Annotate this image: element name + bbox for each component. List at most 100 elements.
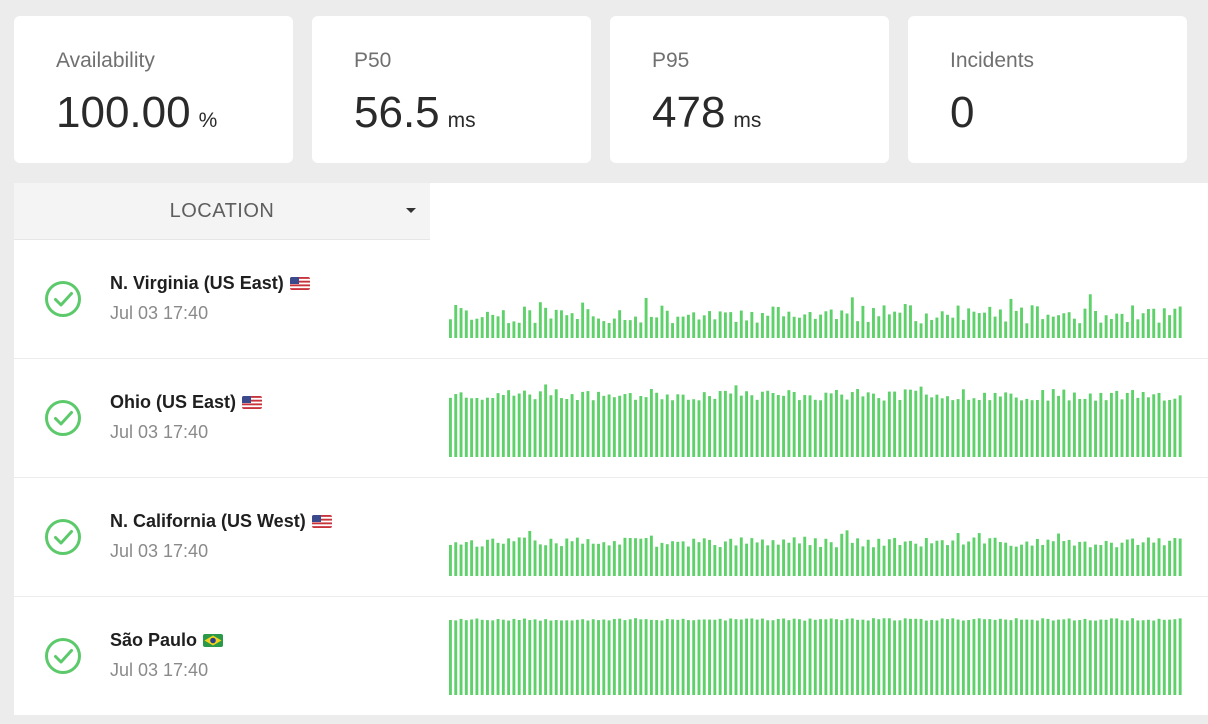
response-bar: [713, 545, 717, 576]
response-bar: [946, 396, 949, 457]
response-bar: [940, 398, 944, 457]
response-bar: [813, 399, 817, 457]
response-bar: [903, 389, 907, 457]
response-bar: [1078, 323, 1082, 338]
response-bar: [845, 313, 849, 338]
response-bar: [1083, 618, 1087, 695]
response-bar: [983, 392, 986, 457]
response-bar: [1131, 390, 1135, 457]
response-bar: [760, 539, 764, 576]
response-bar: [993, 392, 997, 457]
response-bar: [1025, 398, 1029, 457]
response-bar: [644, 619, 648, 695]
response-bar: [713, 398, 717, 457]
response-bar: [454, 620, 458, 695]
response-bar: [797, 543, 801, 576]
response-bar: [1041, 544, 1045, 576]
response-bar: [1109, 618, 1113, 695]
response-bar: [528, 620, 532, 695]
response-bar: [597, 620, 600, 695]
response-bar: [634, 618, 637, 695]
response-bar: [835, 619, 838, 695]
location-row[interactable]: N. Virginia (US East) Jul 03 17:40: [14, 240, 1208, 359]
response-bar: [776, 394, 780, 457]
response-bar: [940, 311, 944, 338]
response-bar: [924, 313, 928, 338]
response-bar: [893, 311, 897, 338]
response-bar: [766, 545, 770, 576]
response-bar: [612, 318, 616, 338]
response-bar: [924, 394, 928, 457]
response-bar: [570, 313, 574, 338]
response-bar: [517, 322, 521, 338]
response-bar: [1109, 542, 1113, 576]
response-bar: [782, 316, 786, 338]
response-bar: [660, 620, 664, 695]
response-bar: [517, 619, 521, 695]
response-bar: [840, 620, 844, 695]
response-bar: [618, 544, 622, 576]
stat-label: P95: [652, 49, 690, 72]
response-bar: [1035, 538, 1039, 576]
response-bar: [692, 312, 696, 338]
response-bar: [803, 395, 807, 457]
location-row[interactable]: São Paulo Jul 03 17:40: [14, 597, 1208, 715]
response-bar: [486, 539, 489, 576]
response-bar: [655, 317, 659, 338]
response-time-bars: [449, 294, 1182, 338]
location-row[interactable]: N. California (US West) Jul 03 17:40: [14, 478, 1208, 597]
response-bar: [1030, 305, 1034, 338]
response-bar: [718, 547, 722, 576]
stat-label: Incidents: [950, 49, 1035, 72]
response-bar: [501, 543, 505, 576]
response-bar: [956, 305, 960, 338]
response-bar: [967, 541, 971, 576]
response-bar: [803, 536, 807, 576]
response-bar: [486, 397, 489, 457]
response-bar: [1178, 306, 1182, 338]
response-bar: [628, 619, 632, 695]
response-bar: [782, 395, 786, 457]
response-bar: [1057, 619, 1060, 695]
response-bar: [449, 319, 452, 338]
response-bar: [1099, 392, 1103, 457]
response-bar: [660, 399, 664, 457]
response-bar: [486, 620, 489, 695]
response-bar: [591, 543, 595, 576]
response-bar: [972, 311, 976, 338]
response-bar: [993, 619, 997, 695]
response-bar: [512, 395, 516, 457]
response-bar: [850, 542, 854, 576]
response-bar: [501, 619, 505, 695]
response-bar: [977, 533, 981, 576]
response-bar: [560, 310, 563, 338]
response-bar: [845, 618, 849, 695]
response-bar: [586, 309, 590, 338]
response-bar: [480, 317, 484, 338]
response-bar: [729, 618, 733, 695]
response-bar: [591, 316, 595, 338]
response-bar: [665, 310, 669, 338]
response-bar: [1046, 618, 1050, 695]
response-time-bars: [449, 618, 1182, 695]
response-bar: [533, 399, 537, 457]
response-bar: [940, 618, 944, 695]
response-bar: [1136, 397, 1140, 457]
response-bar: [983, 619, 986, 695]
response-bar: [924, 538, 928, 576]
location-sort-dropdown[interactable]: LOCATION: [14, 183, 430, 240]
response-bar: [723, 620, 727, 695]
response-bar: [538, 620, 542, 695]
response-bar: [718, 391, 722, 457]
response-bar: [946, 314, 949, 338]
response-bar: [1041, 319, 1045, 338]
stat-value: 56.5: [354, 88, 440, 137]
response-bar: [454, 304, 458, 338]
response-bar: [554, 543, 558, 576]
response-bar: [1083, 541, 1087, 576]
response-bar: [618, 310, 622, 338]
response-bar: [686, 314, 690, 338]
response-bar: [565, 399, 569, 457]
response-bar: [1057, 315, 1060, 338]
location-row[interactable]: Ohio (US East) Jul 03 17:40: [14, 359, 1208, 478]
